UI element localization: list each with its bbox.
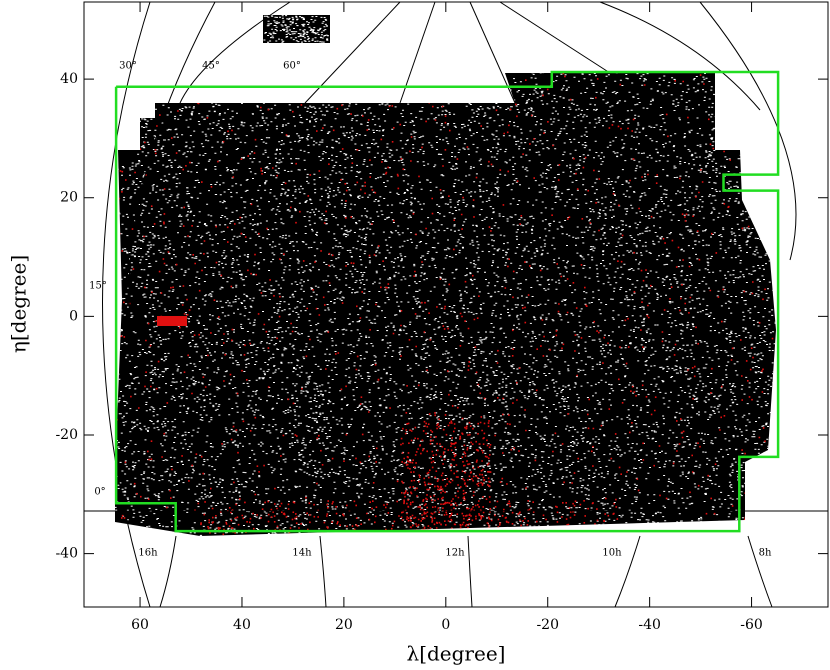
y-tick-label: 20 [60, 190, 78, 206]
graticule-line [179, 1, 291, 104]
annotation: 12h [445, 548, 465, 559]
x-tick-label: -60 [740, 617, 763, 633]
y-tick-label: -20 [55, 427, 78, 443]
annotation: 14h [292, 548, 312, 559]
annotation: 60° [283, 61, 301, 72]
annotation: 45° [202, 61, 220, 72]
graticule-line [319, 535, 327, 608]
annotation: 16h [138, 548, 158, 559]
y-tick-label: -40 [55, 546, 78, 562]
footprint [115, 15, 776, 536]
graticule [84, 1, 828, 608]
graticule-line [747, 535, 773, 608]
graticule-line [599, 1, 761, 111]
y-tick-label: 40 [60, 71, 78, 87]
graticule-line [499, 1, 611, 74]
y-axis-label: η[degree] [7, 255, 31, 353]
graticule-line [614, 535, 641, 608]
x-tick-label: 20 [335, 617, 353, 633]
graticule-line [128, 1, 216, 321]
graticule-line [699, 1, 797, 261]
x-tick-label: 0 [441, 617, 450, 633]
x-tick-label: -20 [536, 617, 559, 633]
x-tick-label: 40 [233, 617, 251, 633]
plot-frame [83, 1, 829, 608]
graticule-line [467, 535, 473, 608]
texture-red-patch [157, 316, 187, 326]
texture-patch [263, 15, 329, 43]
y-tick-label: 0 [69, 308, 78, 324]
annotation: 30° [119, 61, 137, 72]
footprint-fill [115, 73, 776, 536]
x-tick-label: 60 [131, 617, 149, 633]
annotation: 0° [94, 487, 105, 498]
x-axis-label: λ[degree] [407, 642, 506, 666]
graticule-line [159, 535, 177, 608]
annotation: 15° [89, 281, 107, 292]
survey-boundary [114, 70, 780, 533]
annotation: 8h [759, 548, 772, 559]
annotation: 10h [602, 548, 622, 559]
x-tick-label: -40 [638, 617, 661, 633]
